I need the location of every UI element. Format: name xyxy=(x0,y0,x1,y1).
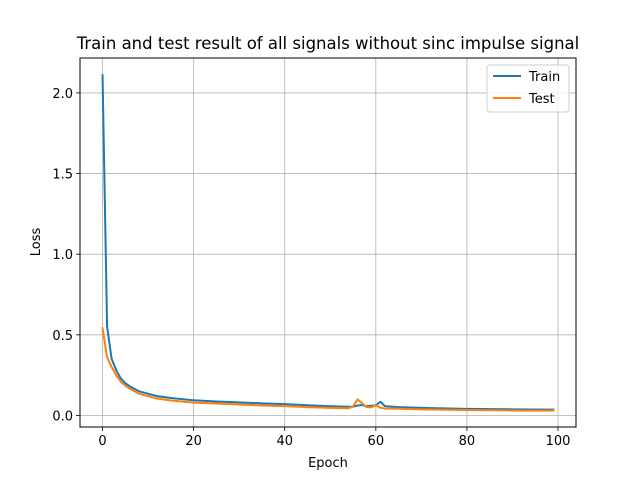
series-lines xyxy=(101,74,555,412)
series-line-test xyxy=(101,327,555,412)
y-tick-label: 0.0 xyxy=(52,409,73,424)
x-tick-label: 100 xyxy=(546,434,571,449)
y-tick-label: 2.0 xyxy=(52,87,73,102)
plot-frame xyxy=(79,57,577,428)
x-tick-label: 40 xyxy=(276,434,293,449)
x-axis-label: Epoch xyxy=(308,456,348,471)
y-tick-label: 0.5 xyxy=(52,329,73,344)
y-tick-label: 1.5 xyxy=(52,168,73,183)
series-line-train xyxy=(101,74,555,411)
legend: Train Test xyxy=(486,64,570,113)
legend-label-test: Test xyxy=(528,92,555,107)
x-tick-label: 60 xyxy=(368,434,385,449)
x-tick-label: 80 xyxy=(459,434,476,449)
legend-label-train: Train xyxy=(528,70,560,85)
y-tick-label: 1.0 xyxy=(52,248,73,263)
ticks: 0 20 40 60 80 100 0.0 0.5 1.0 1.5 2.0 xyxy=(52,87,570,449)
x-tick-label: 0 xyxy=(98,434,106,449)
y-axis-label: Loss xyxy=(29,228,44,257)
x-tick-label: 20 xyxy=(185,434,202,449)
chart-title: Train and test result of all signals wit… xyxy=(76,34,580,53)
